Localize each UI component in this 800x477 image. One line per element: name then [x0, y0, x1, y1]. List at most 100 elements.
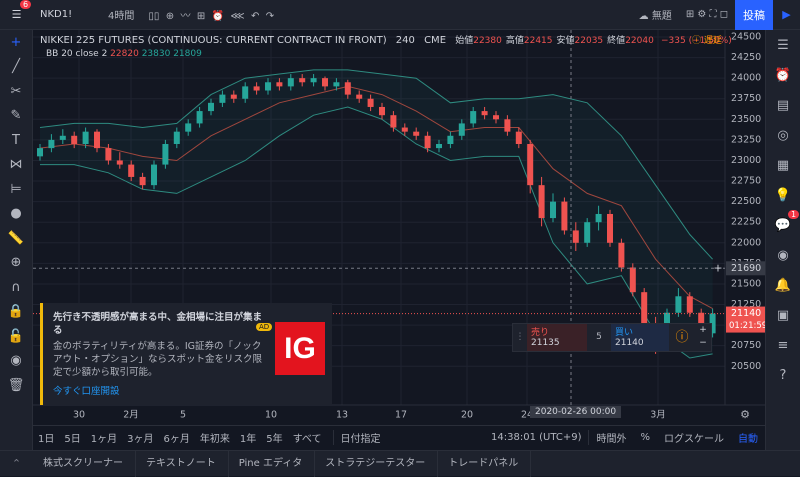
pattern-tool[interactable]: ⋈: [9, 157, 23, 173]
range-button[interactable]: すべて: [292, 434, 322, 445]
candle-body: [185, 123, 192, 132]
range-button[interactable]: 年初来: [199, 434, 230, 445]
bb-upper: [39, 69, 713, 260]
eye-tool[interactable]: ◉: [10, 353, 22, 369]
menu[interactable]: ☰ 6: [0, 0, 33, 21]
tab[interactable]: テキストノート: [136, 450, 229, 477]
range-button[interactable]: 5日: [64, 434, 81, 445]
tab[interactable]: Pine エディタ: [229, 450, 316, 477]
candle-body: [686, 296, 693, 313]
tab[interactable]: トレードパネル: [438, 450, 532, 477]
icon-tool[interactable]: ●: [10, 206, 22, 222]
auto-scale[interactable]: 自動: [738, 434, 758, 445]
candle-body: [287, 78, 294, 87]
goto-date[interactable]: 日付指定: [332, 430, 388, 445]
unlock-tool[interactable]: 🔓: [7, 328, 25, 344]
candle-body: [424, 135, 431, 149]
x-tick-label: 3月: [650, 410, 666, 421]
percent[interactable]: %: [640, 432, 650, 443]
crosshair-price-bg: [726, 261, 766, 276]
crosshair-price: 21690: [731, 263, 761, 274]
bb-basis: 22820: [110, 49, 139, 59]
x-tick-label: 5: [180, 410, 186, 421]
range-button[interactable]: 5年: [266, 434, 283, 445]
calendar[interactable]: ▦: [776, 157, 790, 173]
bottom-tabs: ⌃ 株式スクリーナー テキストノート Pine エディタ ストラテジーテスター トレード…: [0, 450, 800, 477]
candle-body: [470, 111, 477, 124]
layout-name[interactable]: ☁ 無題: [638, 11, 672, 22]
ruler-tool[interactable]: 📏: [7, 230, 25, 246]
alerts[interactable]: ⏰: [774, 67, 792, 83]
ohlc-values: 始値22380 高値22415 安値22035 終値22040: [455, 36, 658, 46]
hotlist[interactable]: ◎: [777, 127, 789, 143]
fib-tool[interactable]: ✂: [10, 83, 22, 99]
forecast-tool[interactable]: ⊨: [10, 181, 22, 197]
range-button[interactable]: 1年: [239, 434, 257, 445]
x-tick-label: 13: [336, 410, 348, 421]
collapse[interactable]: ⌃: [11, 457, 22, 470]
play[interactable]: ▶: [782, 8, 791, 21]
candle-body: [550, 201, 556, 219]
tab[interactable]: ストラテジーテスター: [315, 450, 439, 477]
symbol[interactable]: NKD1!: [40, 9, 73, 20]
publish-button[interactable]: 投稿: [735, 0, 773, 30]
magnet-tool[interactable]: ∩: [11, 279, 21, 295]
candle-body: [242, 86, 249, 99]
session[interactable]: 時間外: [588, 430, 633, 445]
chat[interactable]: 💬 1: [766, 210, 800, 240]
line-tool[interactable]: ╱: [12, 59, 20, 75]
candle-body: [139, 176, 146, 186]
candle-body: [595, 213, 602, 223]
candle-body: [447, 135, 454, 145]
sell-button[interactable]: 売り 21135: [527, 324, 587, 351]
info[interactable]: ⓘ: [675, 330, 689, 345]
sell-label: 売り: [531, 328, 550, 338]
buy-label: 買い: [615, 328, 634, 338]
watchlist[interactable]: ☰: [777, 37, 789, 53]
candle-body: [401, 127, 408, 132]
ad-tag: AD: [256, 323, 273, 331]
candle-body: [59, 135, 66, 140]
clock: 14:38:01 (UTC+9): [491, 432, 582, 443]
chat-badge: 1: [788, 210, 800, 219]
zoom-tool[interactable]: ⊕: [10, 255, 22, 271]
data-window[interactable]: ▤: [776, 97, 790, 113]
ad-link[interactable]: 今すぐ口座開設: [53, 386, 120, 397]
dom[interactable]: ≡: [777, 337, 789, 353]
range-button[interactable]: 6ヶ月: [163, 434, 190, 445]
y-tick-label: 22750: [731, 176, 761, 187]
x-tick-label: 24: [521, 410, 533, 421]
y-tick-label: 20750: [731, 340, 761, 351]
legend: NIKKEI 225 FUTURES (CONTINUOUS: CURRENT …: [40, 33, 732, 46]
candle-body: [584, 222, 591, 243]
range-button[interactable]: 1ヶ月: [90, 434, 118, 445]
candle-body: [493, 115, 499, 120]
candle-body: [344, 82, 351, 95]
tab[interactable]: 株式スクリーナー: [33, 450, 136, 477]
help[interactable]: ?: [779, 367, 787, 383]
brush-tool[interactable]: ✎: [10, 108, 22, 124]
buy-button[interactable]: 買い 21140: [611, 324, 669, 351]
streams[interactable]: ◉: [777, 247, 789, 263]
candle-body: [48, 139, 55, 149]
order-panel[interactable]: ▣: [776, 307, 790, 323]
range-button[interactable]: 3ヶ月: [127, 434, 154, 445]
interval[interactable]: 4時間: [108, 11, 135, 22]
candle-body: [572, 230, 579, 243]
tool-icons[interactable]: ▯▯ ⊕ 〰 ⊞ ⏰ ⋘ ↶ ↷: [148, 11, 275, 22]
notifications[interactable]: 🔔: [774, 277, 792, 293]
qty-buttons[interactable]: + −: [699, 325, 707, 348]
ideas[interactable]: 💡: [774, 187, 792, 203]
trash-tool[interactable]: 🗑: [7, 377, 25, 393]
lock-tool[interactable]: 🔒: [7, 304, 25, 320]
ad-box[interactable]: 先行き不透明感が高まる中、金相場に注目が集まる AD 金のボラティリティが高まる…: [40, 303, 332, 405]
candle-body: [436, 144, 442, 149]
sell-price: 21135: [531, 338, 560, 348]
crosshair-tool[interactable]: +: [10, 34, 22, 50]
candle-body: [162, 144, 169, 165]
settings-icons[interactable]: ⊞ ⚙ ⛶ ◻: [685, 9, 728, 20]
range-button[interactable]: 1日: [38, 434, 55, 445]
text-tool[interactable]: T: [12, 132, 20, 148]
log-scale[interactable]: ログスケール: [664, 434, 724, 445]
